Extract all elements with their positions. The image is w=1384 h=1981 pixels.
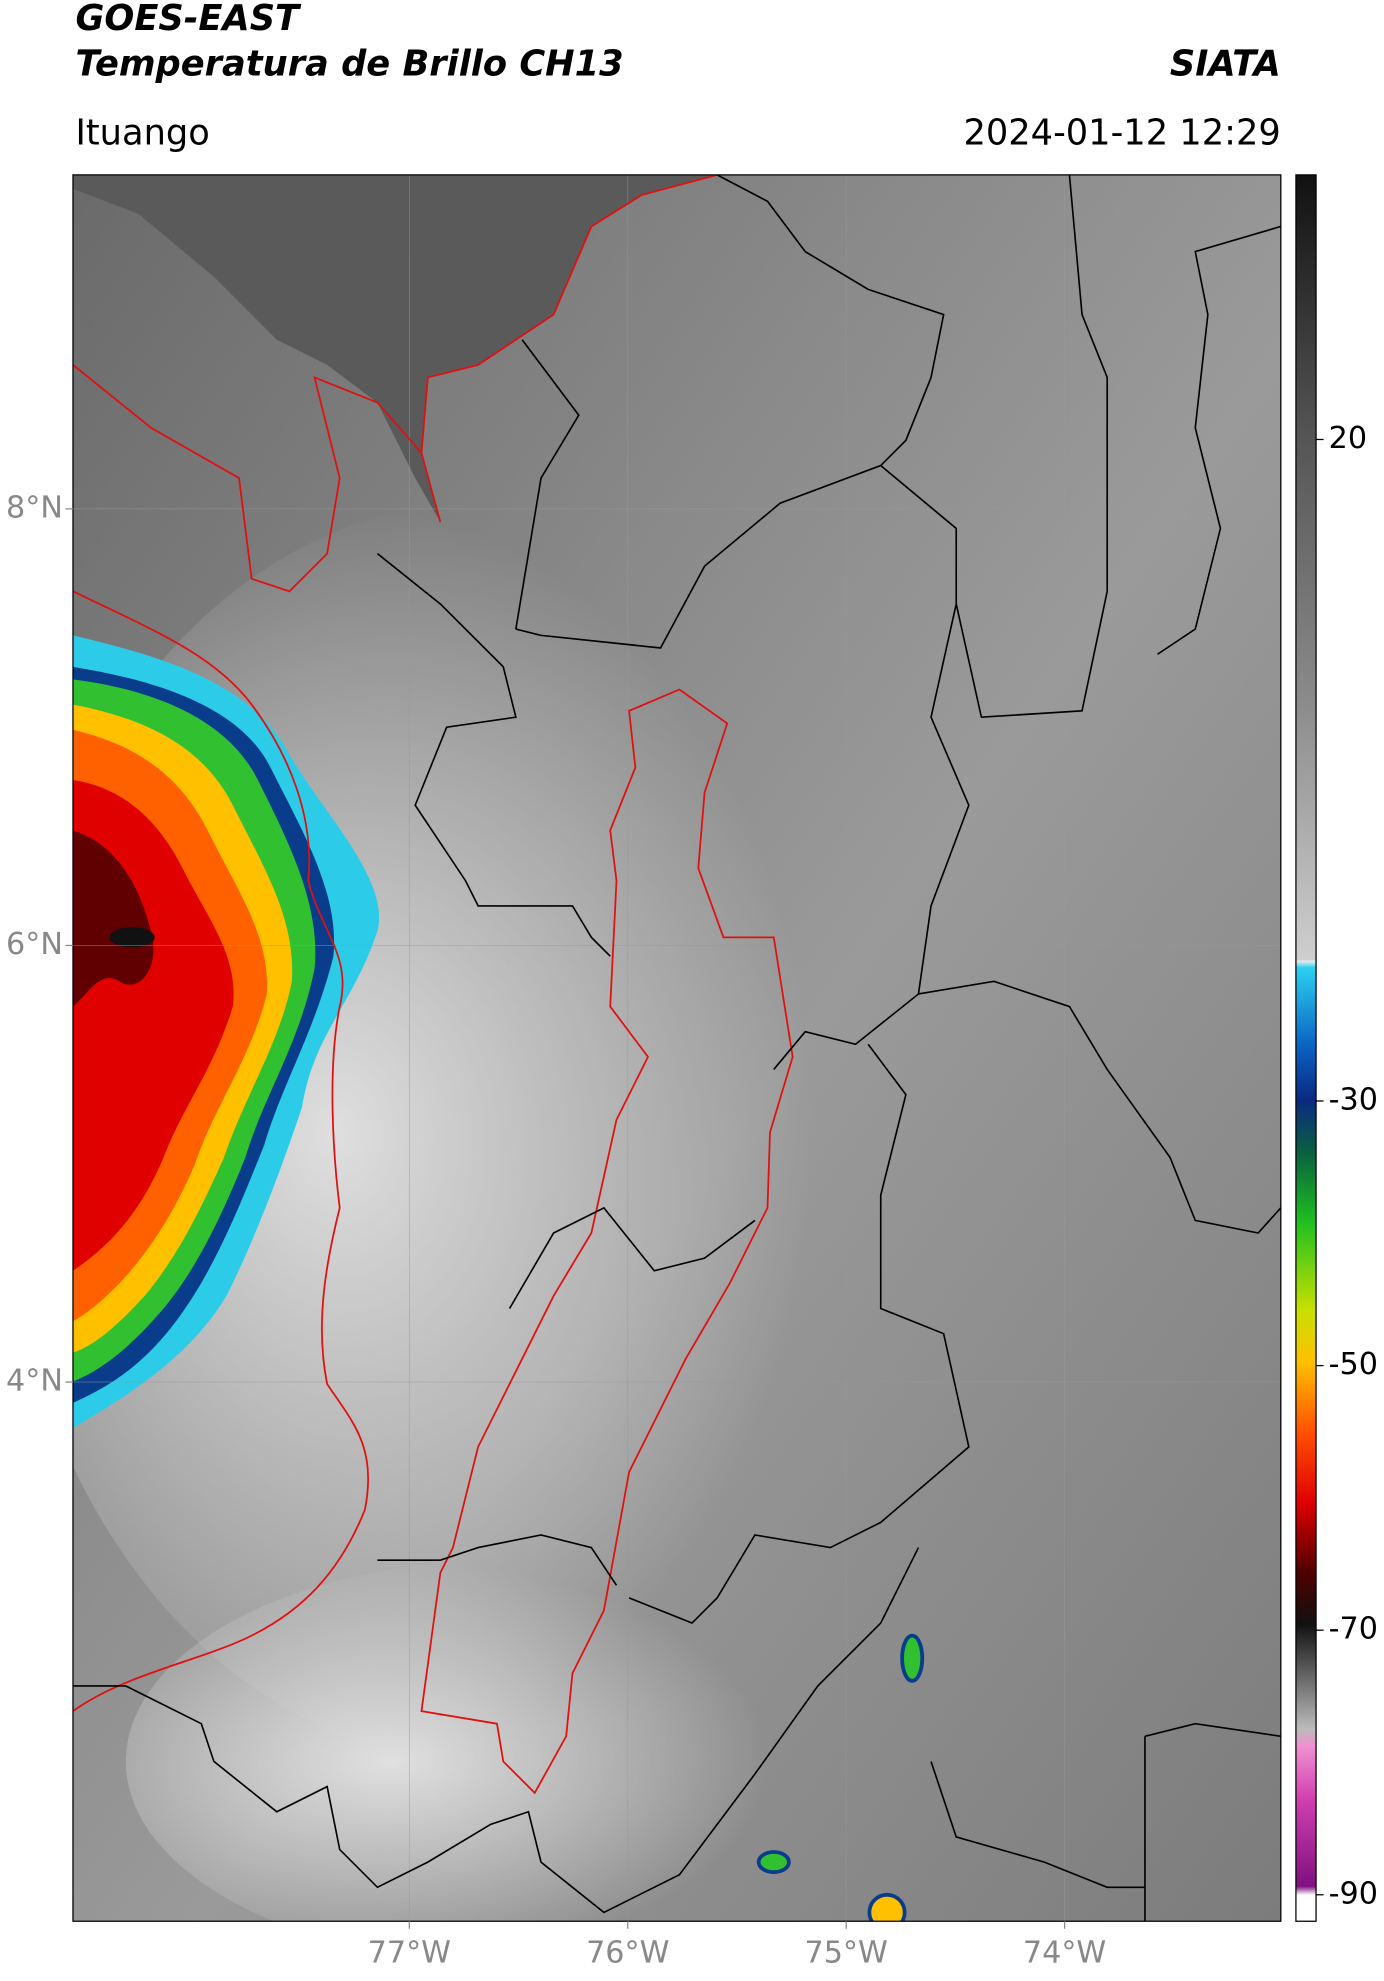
datetime: 2024-01-12 12:29 <box>963 113 1280 154</box>
colorbar <box>1295 174 1317 1922</box>
colorbar-tick-label: -70 <box>1329 1612 1378 1647</box>
x-tick-label: 77°W <box>368 1935 451 1970</box>
x-tick-label: 75°W <box>804 1935 887 1970</box>
grid <box>72 174 1281 1922</box>
location: Ituango <box>75 113 209 154</box>
colorbar-tick-label: 20 <box>1329 421 1367 456</box>
y-tick-label: 8°N <box>6 490 63 525</box>
sea <box>72 174 718 523</box>
title: Temperatura de Brillo CH13 <box>75 43 623 84</box>
source: SIATA <box>1170 43 1281 84</box>
cloud-top <box>756 1850 791 1875</box>
colorbar-tick-label: -50 <box>1329 1347 1378 1382</box>
y-tick-label: 6°N <box>6 927 63 962</box>
cloud-top <box>900 1633 925 1683</box>
x-tick-label: 76°W <box>586 1935 669 1970</box>
coastline <box>72 174 718 1712</box>
x-tick-label: 74°W <box>1023 1935 1106 1970</box>
department-boundary <box>420 688 794 1795</box>
cloud-top <box>72 830 154 1007</box>
axes: 77°W 76°W 75°W 74°W 8°N 6°N 4°N 20 -30 -50 -70 -90 <box>6 421 1378 1970</box>
cloud-top <box>109 927 155 948</box>
colorbar-tick-label: -30 <box>1329 1082 1378 1117</box>
municipal-boundary <box>72 174 1281 1922</box>
map-frame <box>72 174 1282 1922</box>
cloud-haze <box>125 1560 881 1922</box>
title: GOES-EAST <box>75 0 302 39</box>
cloud-top <box>867 1892 907 1922</box>
colorbar-tick-label: -90 <box>1329 1876 1378 1911</box>
map <box>72 174 1281 1922</box>
y-tick-label: 4°N <box>6 1364 63 1399</box>
